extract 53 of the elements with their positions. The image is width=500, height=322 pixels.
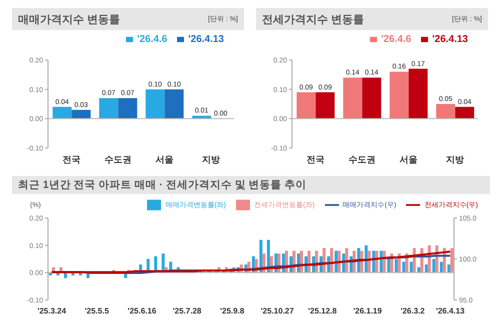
x-tick-label: '26.1.19 — [353, 306, 382, 316]
x-tick-label: '25.7.28 — [172, 306, 202, 316]
bar — [408, 68, 428, 119]
bar — [118, 98, 138, 119]
bar — [424, 264, 428, 273]
x-tick-label: '25.12.8 — [308, 306, 338, 316]
bar — [394, 259, 398, 273]
bar — [362, 78, 382, 119]
legend-label: '26.4.6 — [137, 34, 168, 45]
x-tick-label: '25.6.16 — [128, 306, 157, 316]
x-tick-label: '26.3.2 — [400, 306, 426, 316]
chart-title: 전세가격지수 변동률 — [262, 12, 364, 26]
bar — [99, 98, 118, 119]
x-tick-label: 수도권 — [348, 154, 376, 164]
x-tick-label: 서울 — [399, 154, 418, 164]
bar — [164, 89, 184, 119]
x-tick-label: '26.4.13 — [436, 306, 466, 316]
bar — [410, 262, 413, 273]
x-tick-label: 지방 — [444, 154, 464, 164]
bar — [72, 110, 91, 119]
bar — [364, 245, 368, 273]
bar — [450, 248, 454, 273]
bar — [387, 259, 390, 273]
bar — [343, 78, 362, 119]
line-series — [50, 250, 452, 274]
bar — [436, 104, 456, 119]
bar — [64, 272, 67, 278]
x-tick-label: 지방 — [200, 154, 220, 164]
bar — [316, 92, 335, 119]
x-tick-label: 수도권 — [104, 154, 132, 164]
x-tick-label: '25.3.24 — [37, 306, 67, 316]
x-tick-label: '25.9.8 — [220, 306, 245, 316]
bar — [390, 72, 409, 119]
x-tick-label: '25.5.5 — [84, 306, 110, 316]
bar — [432, 259, 436, 273]
x-tick-label: 전국 — [306, 154, 324, 164]
x-tick-label: 서울 — [155, 154, 174, 164]
chart-title: 최근 1년간 전국 아파트 매매 · 전세가격지수 및 변동률 추이 — [18, 178, 307, 192]
bar — [455, 106, 474, 119]
legend-label: '26.4.6 — [381, 34, 412, 45]
bar — [48, 272, 52, 276]
bar — [447, 264, 450, 273]
x-tick-label: '25.10.27 — [260, 306, 294, 316]
bar — [146, 89, 165, 119]
chart-title: 매매가격지수 변동률 — [18, 12, 120, 26]
legend-label: '26.4.13 — [188, 34, 224, 45]
bar — [417, 267, 420, 273]
bar — [296, 92, 316, 119]
x-tick-label: 전국 — [62, 154, 80, 164]
bar — [402, 262, 406, 273]
bar — [440, 262, 443, 273]
legend-label: '26.4.13 — [432, 34, 468, 45]
bar — [52, 106, 72, 119]
